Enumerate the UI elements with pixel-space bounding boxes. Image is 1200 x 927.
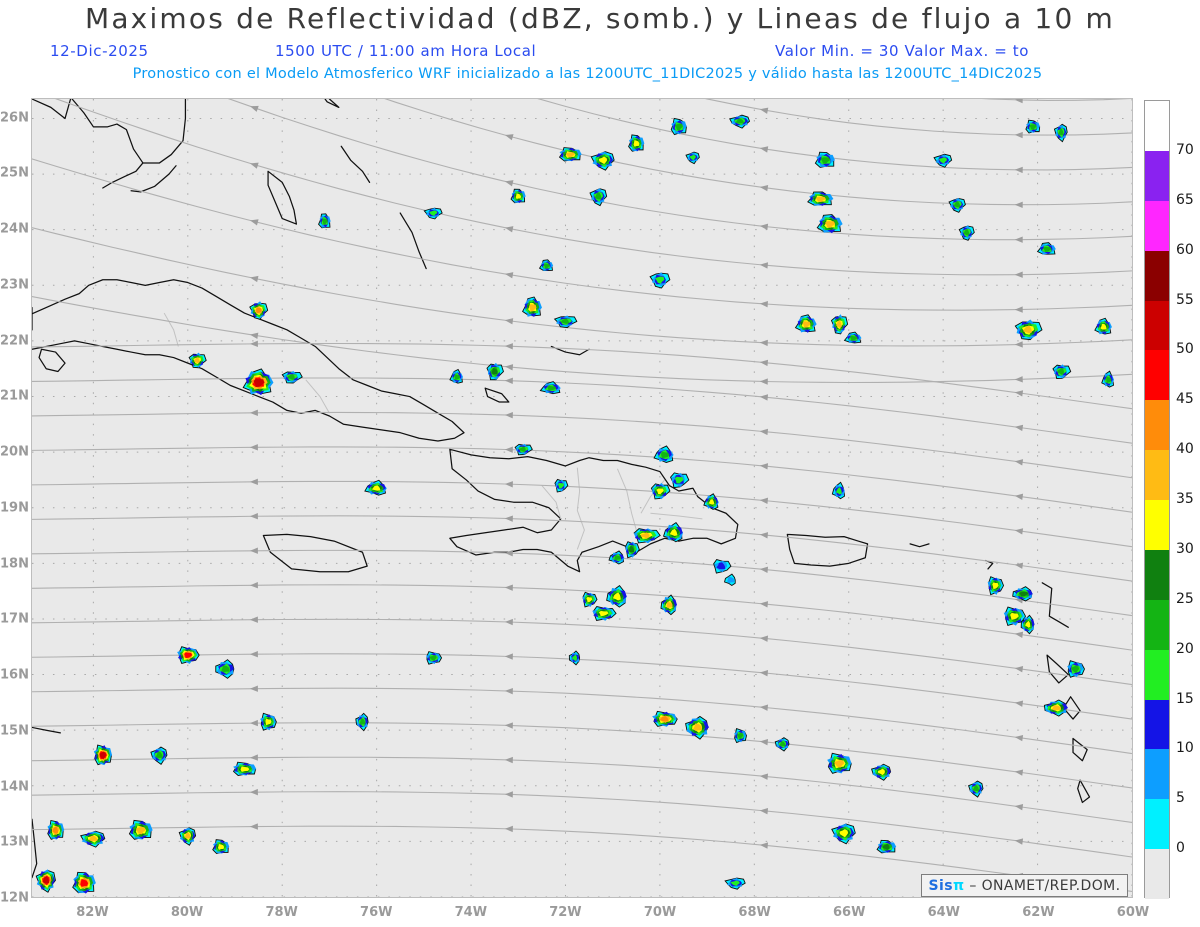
colorbar-tick-label: 35	[1176, 491, 1194, 507]
forecast-time: 1500 UTC / 11:00 am Hora Local	[275, 42, 537, 60]
lat-tick-label: 12N	[0, 890, 29, 906]
colorbar-band	[1145, 749, 1169, 800]
colorbar-band	[1145, 250, 1169, 301]
colorbar-tick-label: 55	[1176, 291, 1194, 308]
colorbar-tick-label: 40	[1176, 441, 1194, 458]
lon-tick-label: 64W	[927, 905, 961, 920]
lon-tick-label: 60W	[1116, 905, 1150, 920]
colorbar-band	[1145, 150, 1169, 201]
colorbar-band	[1145, 450, 1169, 500]
lon-tick-label: 80W	[170, 905, 204, 920]
colorbar-band	[1145, 649, 1169, 700]
sis-label: Sis	[928, 877, 953, 894]
lat-tick-label: 15N	[0, 723, 29, 739]
colorbar-band	[1145, 101, 1169, 151]
colorbar-band	[1145, 500, 1169, 550]
colorbar-tick-label: 15	[1176, 690, 1194, 707]
colorbar-tick-label: 25	[1176, 590, 1194, 607]
lat-tick-label: 24N	[0, 221, 29, 237]
lat-tick-label: 18N	[0, 556, 29, 571]
forecast-date: 12-Dic-2025	[50, 42, 149, 60]
colorbar-band	[1145, 350, 1169, 401]
colorbar-band	[1145, 400, 1169, 451]
lon-tick-label: 72W	[549, 905, 582, 920]
lon-tick-label: 62W	[1022, 905, 1055, 920]
colorbar-band	[1145, 200, 1169, 251]
internal-borders	[163, 312, 703, 550]
streamlines	[32, 99, 1132, 892]
organization-label: – ONAMET/REP.DOM.	[969, 877, 1121, 894]
colorbar-tick-label: 65	[1176, 191, 1194, 208]
value-range-text: Valor Min. = 30 Valor Max. = to	[775, 42, 1030, 60]
lat-tick-label: 16N	[0, 667, 29, 683]
lat-tick-label: 14N	[0, 779, 29, 794]
colorbar-tick-label: 70	[1176, 141, 1194, 158]
reflectivity-cells	[35, 114, 1115, 894]
grid-lines	[32, 99, 1132, 897]
colorbar-band	[1145, 599, 1169, 650]
colorbar-tick-label: 20	[1176, 640, 1194, 657]
colorbar-band	[1145, 699, 1169, 750]
coastlines	[32, 99, 1091, 879]
colorbar-band	[1145, 300, 1169, 351]
map-canvas	[32, 99, 1132, 897]
colorbar-band	[1145, 849, 1169, 899]
lon-tick-label: 66W	[833, 905, 866, 920]
lat-tick-label: 26N	[0, 110, 29, 125]
lat-tick-label: 21N	[0, 388, 29, 404]
lon-tick-label: 68W	[738, 905, 771, 920]
lat-tick-label: 23N	[0, 277, 29, 293]
pi-icon: π	[952, 877, 965, 894]
lat-tick-label: 20N	[0, 444, 29, 460]
lon-tick-label: 74W	[454, 905, 488, 920]
page-title: Maximos de Reflectividad (dBZ, somb.) y …	[84, 2, 1116, 35]
header-meta-row: 12-Dic-2025 1500 UTC / 11:00 am Hora Loc…	[0, 42, 1175, 62]
lat-tick-label: 25N	[0, 165, 29, 181]
colorbar-tick-label: 45	[1176, 391, 1194, 408]
attribution-box: Sis π – ONAMET/REP.DOM.	[921, 874, 1128, 897]
lon-tick-label: 82W	[76, 905, 109, 920]
colorbar-tick-label: 60	[1176, 241, 1194, 258]
lon-tick-label: 70W	[643, 905, 677, 920]
colorbar-tick-label: 0	[1176, 840, 1185, 857]
lat-tick-label: 13N	[0, 834, 29, 850]
lat-tick-label: 17N	[0, 611, 29, 627]
colorbar[interactable]	[1144, 100, 1170, 899]
colorbar-band	[1145, 799, 1169, 850]
colorbar-tick-label: 30	[1176, 540, 1194, 557]
colorbar-band	[1145, 549, 1169, 600]
colorbar-tick-label: 5	[1176, 790, 1185, 807]
map-plot-area[interactable]	[31, 98, 1133, 898]
colorbar-tick-label: 10	[1176, 740, 1194, 757]
lat-tick-label: 22N	[0, 333, 29, 348]
lon-tick-label: 78W	[265, 905, 298, 920]
lon-tick-label: 76W	[360, 905, 393, 920]
lat-tick-label: 19N	[0, 500, 29, 516]
colorbar-tick-label: 50	[1176, 341, 1194, 358]
model-subtitle: Pronostico con el Modelo Atmosferico WRF…	[132, 66, 1043, 82]
